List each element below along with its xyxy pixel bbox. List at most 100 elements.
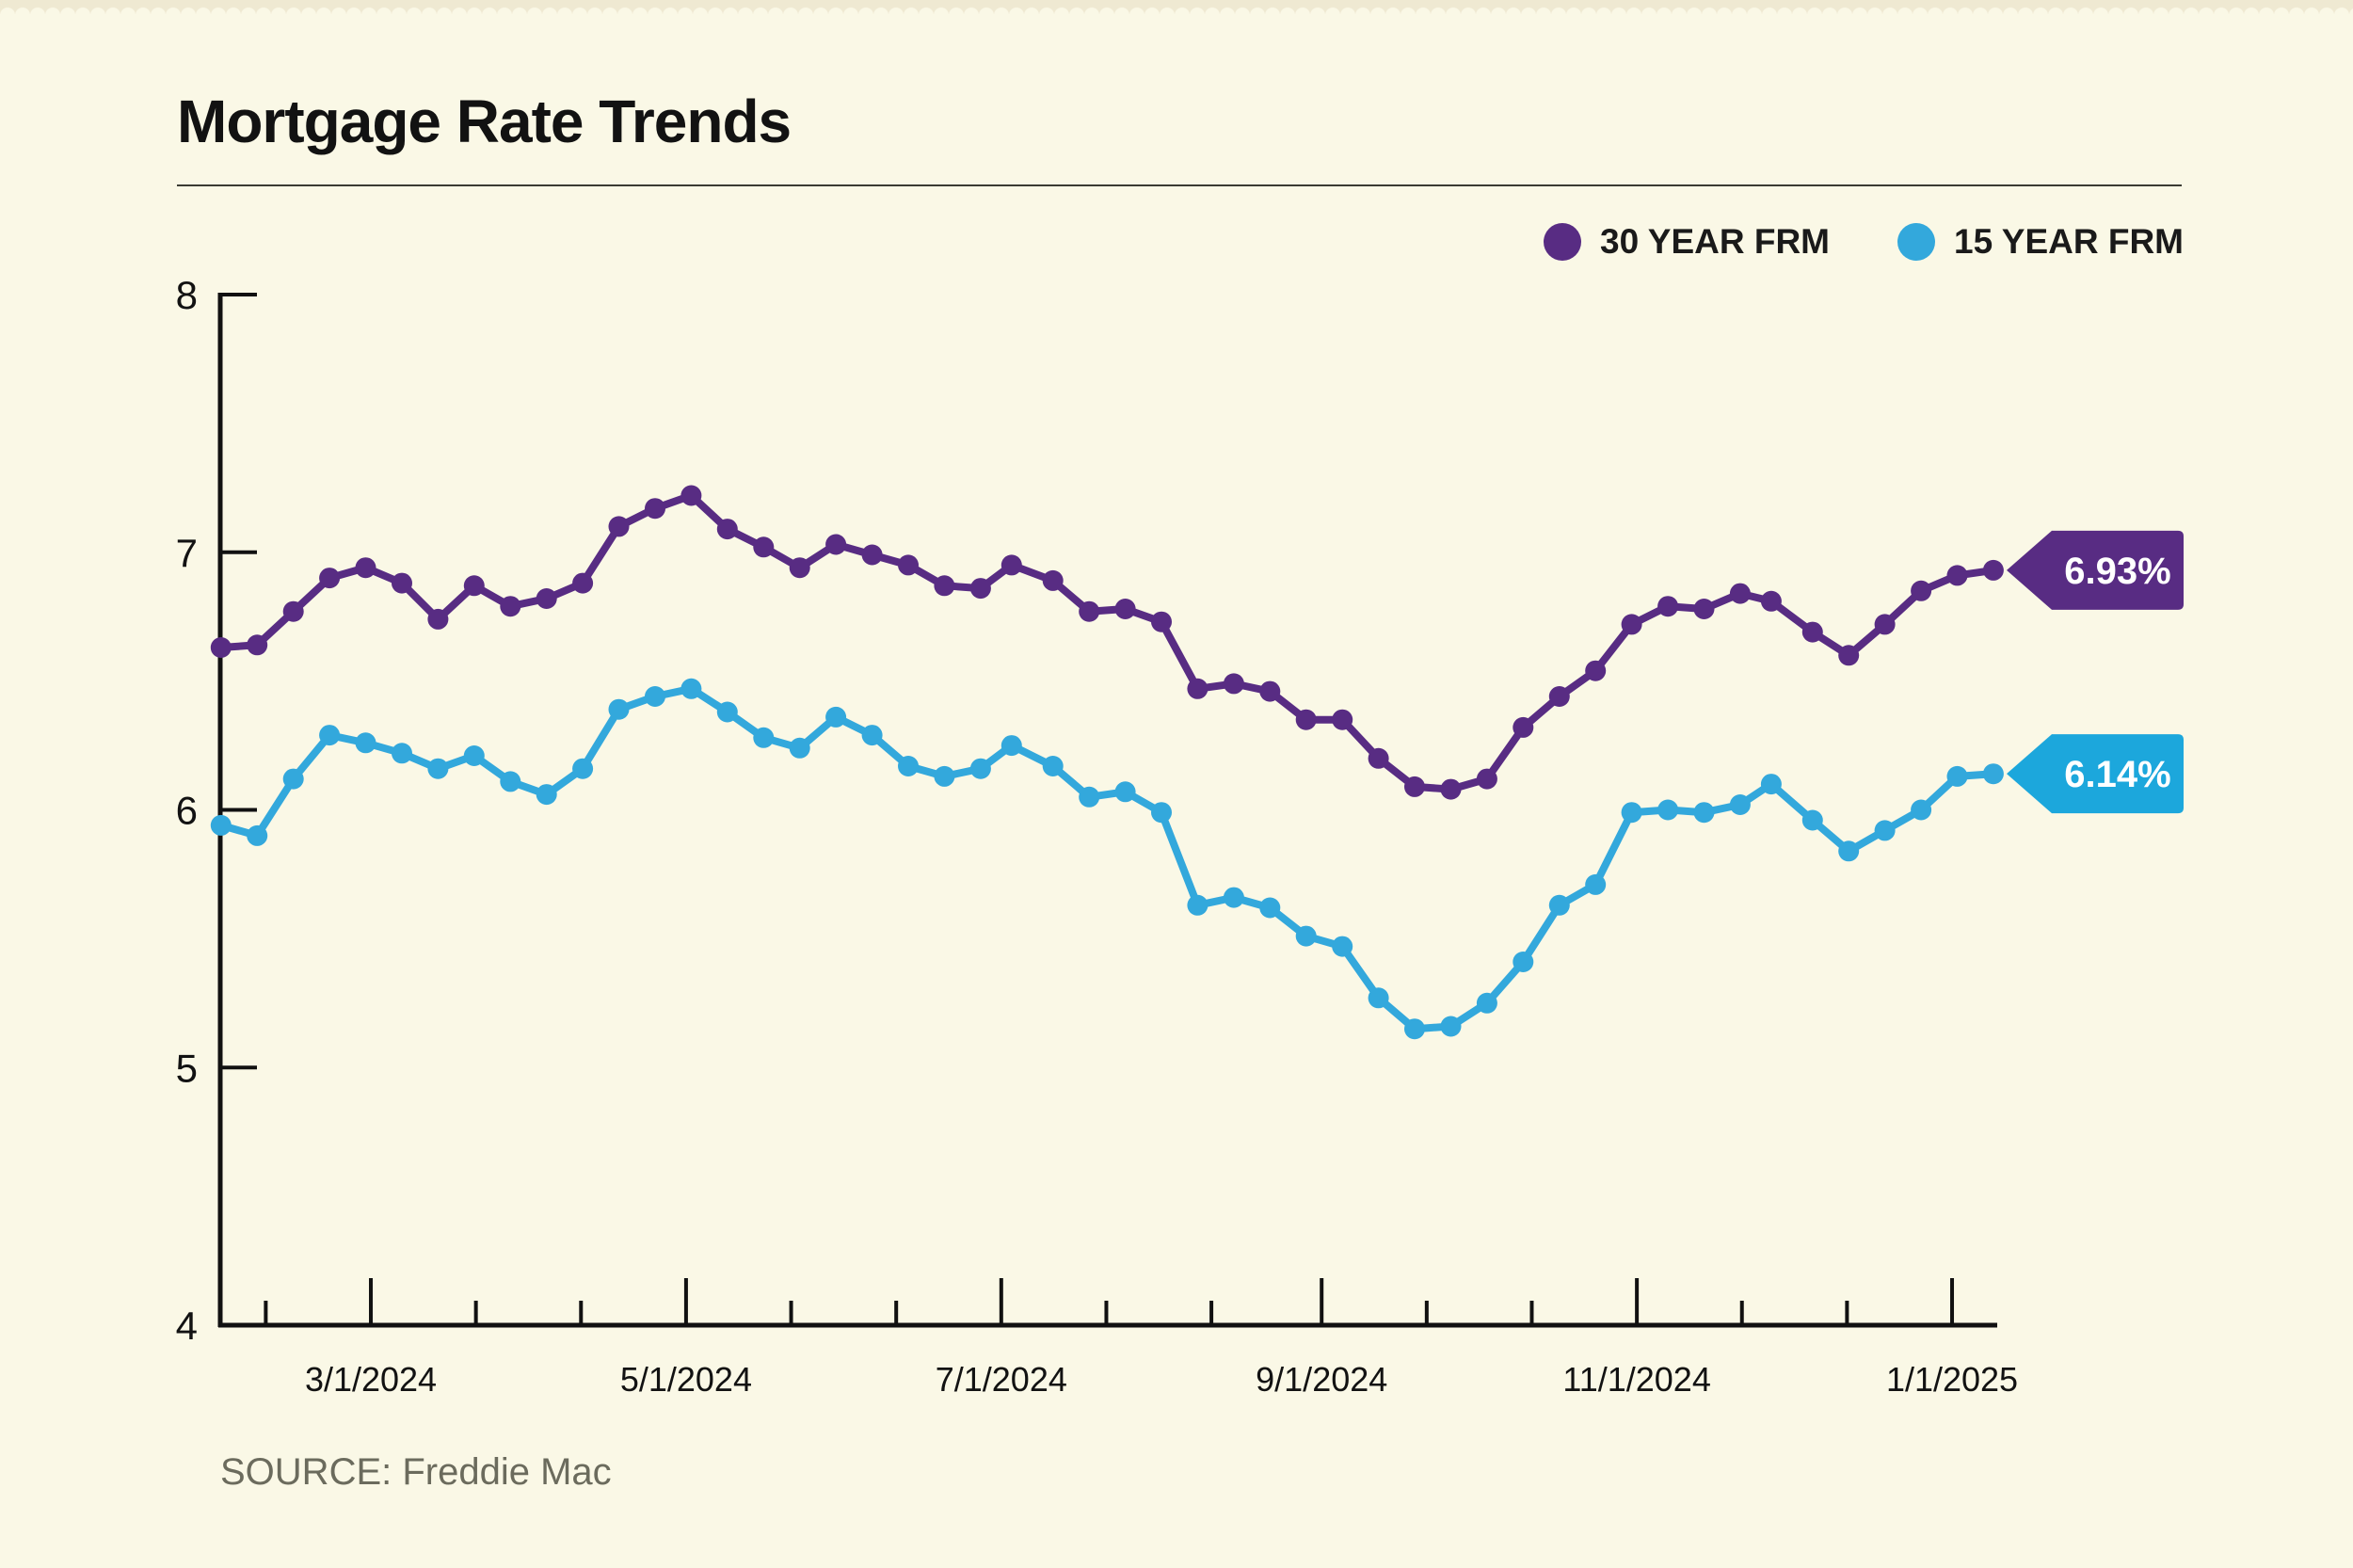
data-point-15-year-frm bbox=[536, 784, 557, 806]
data-point-30-year-frm bbox=[680, 485, 702, 506]
data-point-15-year-frm bbox=[1114, 781, 1136, 803]
x-tick-label: 5/1/2024 bbox=[620, 1360, 752, 1399]
data-point-30-year-frm bbox=[1476, 768, 1497, 790]
data-point-15-year-frm bbox=[1295, 925, 1317, 947]
data-point-30-year-frm bbox=[1223, 673, 1244, 695]
data-point-30-year-frm bbox=[645, 498, 665, 520]
data-point-15-year-frm bbox=[1585, 873, 1607, 895]
data-point-15-year-frm bbox=[1838, 840, 1860, 862]
y-tick-label: 7 bbox=[176, 531, 198, 575]
data-point-15-year-frm bbox=[1440, 1016, 1462, 1037]
data-point-30-year-frm bbox=[969, 578, 991, 600]
data-point-15-year-frm bbox=[1874, 820, 1896, 841]
data-point-15-year-frm bbox=[753, 727, 775, 748]
data-point-30-year-frm bbox=[608, 516, 630, 537]
value-badge-15-year-frm bbox=[2007, 734, 2184, 814]
data-point-15-year-frm bbox=[1760, 774, 1782, 795]
data-point-30-year-frm bbox=[247, 634, 268, 656]
data-point-30-year-frm bbox=[1838, 645, 1860, 666]
data-point-30-year-frm bbox=[1368, 747, 1389, 769]
data-point-15-year-frm bbox=[1476, 992, 1497, 1014]
page-title: Mortgage Rate Trends bbox=[177, 88, 792, 155]
data-point-30-year-frm bbox=[1513, 716, 1534, 738]
x-tick-label: 1/1/2025 bbox=[1886, 1360, 2018, 1399]
data-point-30-year-frm bbox=[463, 575, 485, 597]
value-badge-label-15-year-frm: 6.14% bbox=[2064, 754, 2170, 795]
chart-legend: 30 YEAR FRM 15 YEAR FRM bbox=[1544, 222, 2184, 262]
data-point-15-year-frm bbox=[427, 758, 449, 779]
series-line-15-year-frm bbox=[216, 684, 1997, 1033]
data-point-30-year-frm bbox=[1760, 590, 1782, 612]
data-point-15-year-frm bbox=[1000, 735, 1022, 757]
data-point-15-year-frm bbox=[645, 686, 665, 707]
data-point-30-year-frm bbox=[1982, 559, 2004, 581]
decorative-top-border bbox=[0, 0, 2353, 14]
data-point-15-year-frm bbox=[1079, 786, 1100, 808]
data-point-30-year-frm bbox=[1621, 614, 1642, 635]
source-attribution: SOURCE: Freddie Mac bbox=[220, 1451, 612, 1493]
data-point-15-year-frm bbox=[934, 765, 955, 787]
data-point-30-year-frm bbox=[1946, 565, 1968, 586]
data-point-15-year-frm bbox=[247, 824, 268, 846]
data-point-15-year-frm bbox=[1946, 765, 1968, 787]
data-point-30-year-frm bbox=[392, 572, 412, 594]
legend-dot-15-year-frm-icon bbox=[1897, 223, 1935, 261]
x-tick-label: 9/1/2024 bbox=[1256, 1360, 1387, 1399]
data-point-15-year-frm bbox=[500, 771, 521, 792]
data-point-30-year-frm bbox=[1693, 599, 1715, 619]
data-point-15-year-frm bbox=[392, 743, 412, 764]
data-point-15-year-frm bbox=[680, 678, 702, 699]
data-point-30-year-frm bbox=[861, 544, 883, 566]
data-point-30-year-frm bbox=[898, 554, 919, 576]
y-tick-label: 5 bbox=[176, 1046, 198, 1090]
data-point-15-year-frm bbox=[1548, 894, 1570, 916]
data-point-15-year-frm bbox=[898, 756, 919, 776]
data-point-30-year-frm bbox=[572, 572, 594, 594]
data-point-15-year-frm bbox=[608, 698, 630, 720]
data-point-15-year-frm bbox=[1151, 802, 1172, 824]
data-point-30-year-frm bbox=[355, 557, 376, 579]
data-point-15-year-frm bbox=[1982, 763, 2004, 785]
data-point-15-year-frm bbox=[1693, 802, 1715, 824]
data-point-30-year-frm bbox=[536, 588, 557, 609]
data-point-30-year-frm bbox=[1042, 569, 1064, 591]
data-point-30-year-frm bbox=[210, 637, 232, 658]
legend-item-15-year-frm: 15 YEAR FRM bbox=[1897, 222, 2184, 262]
data-point-30-year-frm bbox=[1295, 709, 1317, 730]
y-tick-label: 4 bbox=[176, 1304, 198, 1348]
data-point-15-year-frm bbox=[716, 701, 738, 723]
data-point-30-year-frm bbox=[1259, 680, 1281, 702]
legend-item-30-year-frm: 30 YEAR FRM bbox=[1544, 222, 1830, 262]
data-point-15-year-frm bbox=[1801, 809, 1823, 831]
data-point-30-year-frm bbox=[1332, 709, 1353, 730]
data-point-30-year-frm bbox=[1114, 599, 1136, 619]
data-point-30-year-frm bbox=[1729, 583, 1751, 604]
legend-label-15-year-frm: 15 YEAR FRM bbox=[1954, 222, 2184, 261]
data-point-30-year-frm bbox=[1801, 621, 1823, 643]
data-point-30-year-frm bbox=[1404, 776, 1425, 797]
data-point-15-year-frm bbox=[825, 706, 847, 728]
data-point-30-year-frm bbox=[753, 536, 775, 558]
data-point-30-year-frm bbox=[934, 575, 955, 597]
data-point-30-year-frm bbox=[1440, 778, 1462, 800]
data-point-15-year-frm bbox=[1187, 894, 1209, 916]
data-point-30-year-frm bbox=[1187, 678, 1209, 699]
data-point-30-year-frm bbox=[1548, 686, 1570, 707]
series-line-30-year-frm bbox=[216, 491, 1997, 793]
data-point-15-year-frm bbox=[319, 725, 341, 746]
data-point-30-year-frm bbox=[1911, 580, 1932, 601]
legend-dot-30-year-frm-icon bbox=[1544, 223, 1581, 261]
data-point-15-year-frm bbox=[1259, 897, 1281, 919]
x-tick-label: 7/1/2024 bbox=[936, 1360, 1067, 1399]
data-point-15-year-frm bbox=[572, 758, 594, 779]
data-point-30-year-frm bbox=[319, 568, 341, 589]
data-point-15-year-frm bbox=[861, 725, 883, 746]
data-point-30-year-frm bbox=[789, 557, 810, 579]
data-point-15-year-frm bbox=[1911, 799, 1932, 821]
data-point-15-year-frm bbox=[1729, 794, 1751, 815]
data-point-30-year-frm bbox=[427, 608, 449, 630]
data-point-30-year-frm bbox=[1657, 596, 1679, 617]
data-point-15-year-frm bbox=[1223, 887, 1244, 908]
data-point-15-year-frm bbox=[1513, 952, 1534, 972]
